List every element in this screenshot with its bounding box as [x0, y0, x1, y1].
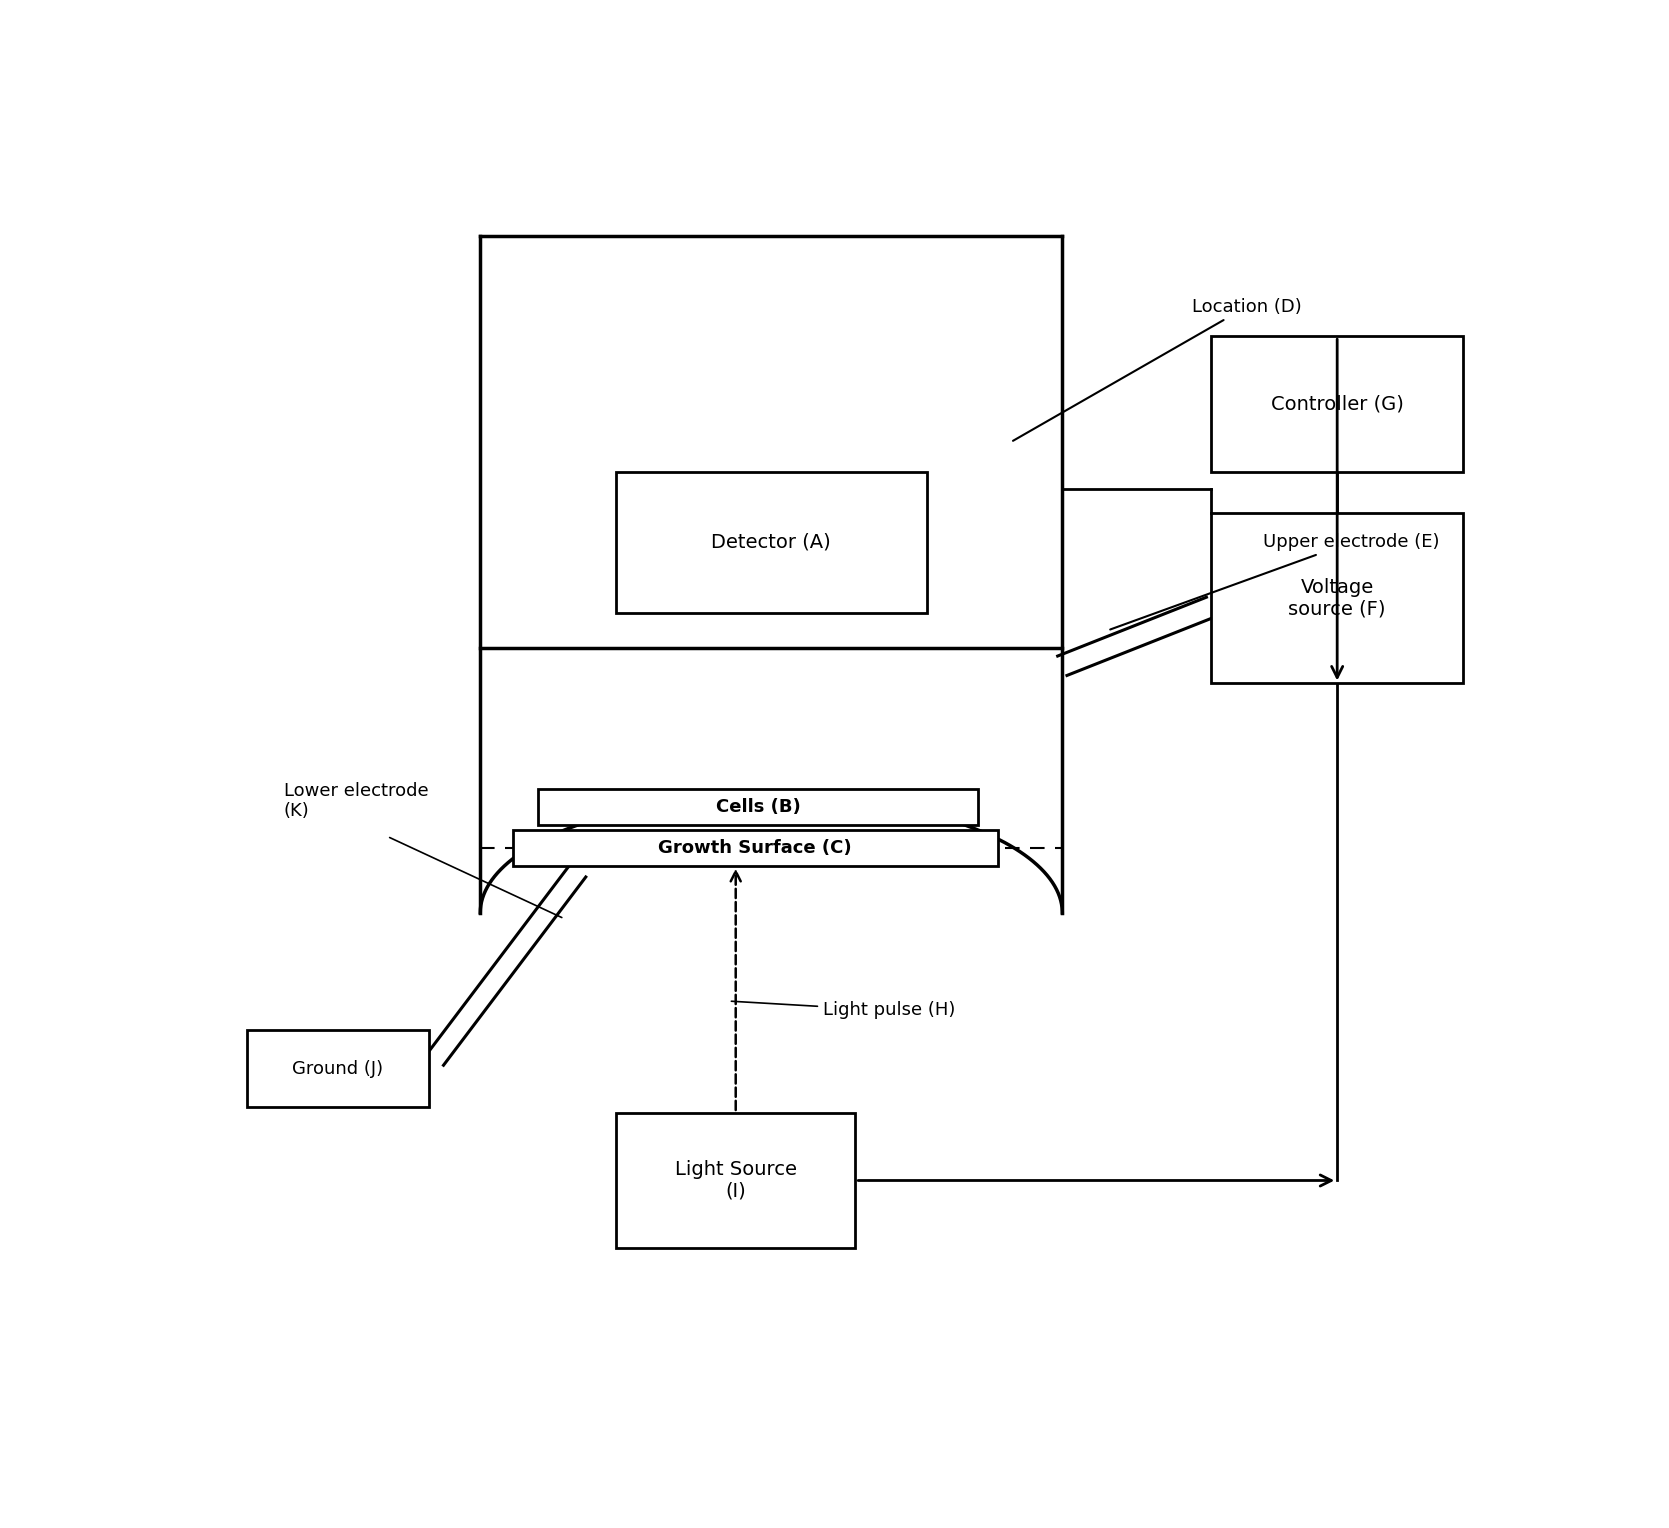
- FancyBboxPatch shape: [1212, 513, 1464, 683]
- Text: Upper electrode (E): Upper electrode (E): [1110, 533, 1439, 630]
- FancyBboxPatch shape: [616, 1112, 855, 1248]
- Text: Controller (G): Controller (G): [1270, 394, 1404, 414]
- FancyBboxPatch shape: [247, 1030, 429, 1106]
- Text: Cells (B): Cells (B): [716, 798, 801, 816]
- Text: Voltage
source (F): Voltage source (F): [1288, 578, 1385, 619]
- FancyBboxPatch shape: [512, 831, 998, 866]
- Text: Ground (J): Ground (J): [292, 1060, 384, 1077]
- FancyBboxPatch shape: [616, 472, 926, 613]
- Text: Growth Surface (C): Growth Surface (C): [658, 839, 851, 857]
- Text: Location (D): Location (D): [1013, 298, 1302, 440]
- Text: Detector (A): Detector (A): [711, 533, 831, 552]
- FancyBboxPatch shape: [539, 790, 978, 825]
- FancyBboxPatch shape: [1212, 336, 1464, 472]
- Text: Light Source
(I): Light Source (I): [674, 1160, 796, 1201]
- Text: Lower electrode
(K): Lower electrode (K): [284, 782, 429, 821]
- Text: Light pulse (H): Light pulse (H): [731, 1001, 955, 1019]
